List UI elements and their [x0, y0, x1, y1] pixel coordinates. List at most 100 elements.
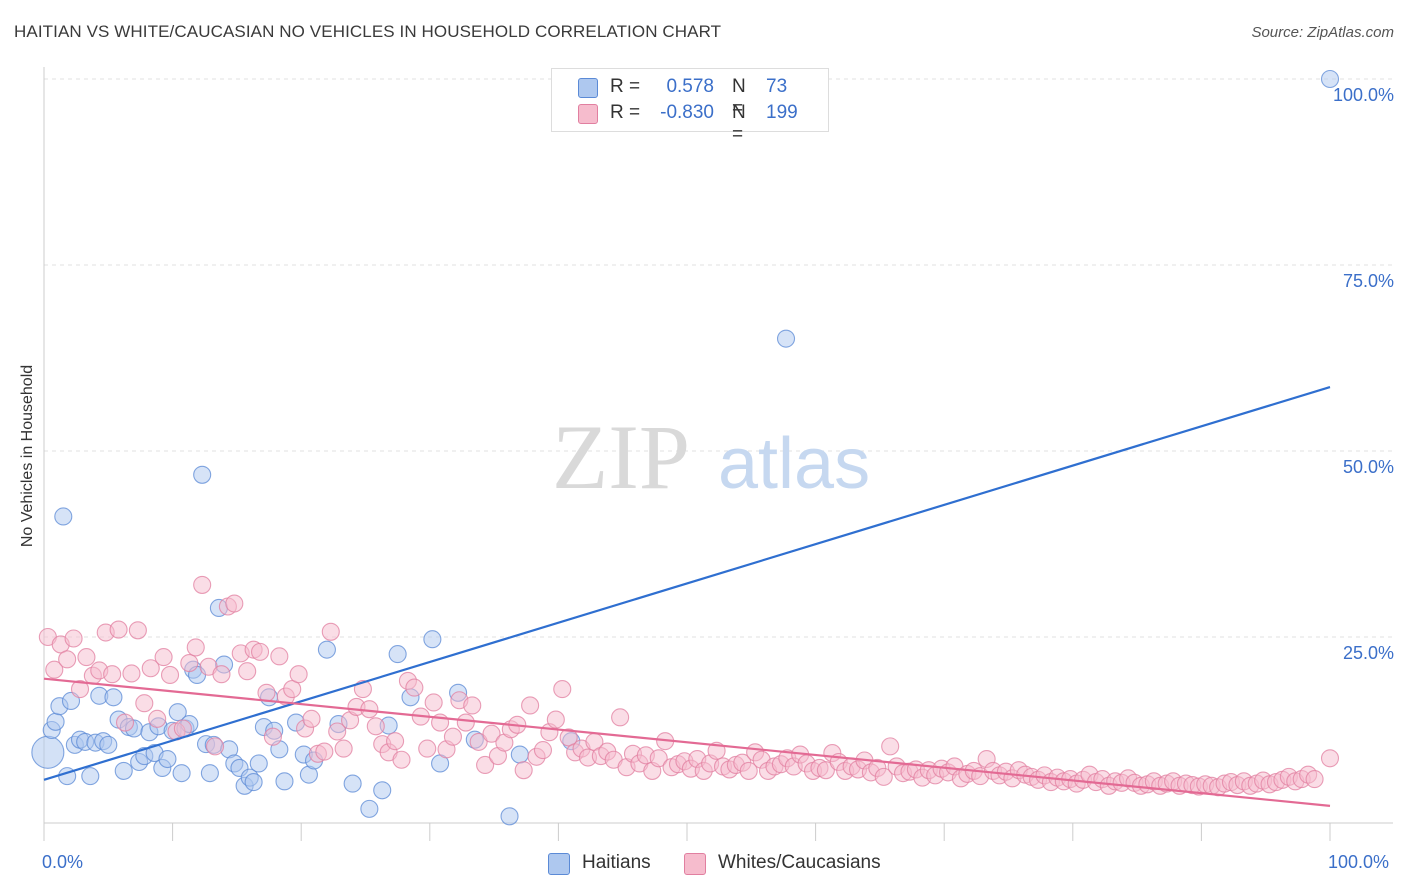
data-point: [521, 696, 540, 715]
data-point: [388, 645, 407, 664]
data-point: [225, 594, 244, 613]
data-point: [58, 650, 77, 669]
data-point: [328, 722, 347, 741]
data-point: [238, 662, 257, 681]
data-point: [649, 749, 668, 768]
data-point: [54, 507, 73, 526]
data-point: [148, 709, 167, 728]
data-point: [99, 735, 118, 754]
data-point: [205, 737, 225, 756]
data-point: [1320, 69, 1340, 89]
data-point: [270, 647, 289, 666]
data-point: [168, 703, 187, 722]
data-point: [881, 737, 900, 756]
data-point: [122, 664, 141, 683]
y-tick-label: 75.0%: [1342, 271, 1394, 291]
data-point: [317, 640, 336, 659]
data-point: [739, 761, 758, 780]
data-point: [476, 755, 495, 775]
data-point: [103, 665, 122, 684]
data-point: [158, 749, 177, 769]
data-point: [180, 653, 199, 673]
data-point: [418, 739, 437, 758]
data-point: [114, 761, 133, 780]
data-point: [154, 648, 173, 667]
data-point: [283, 680, 302, 699]
y-tick-label: 100.0%: [1332, 85, 1394, 105]
data-point: [424, 693, 443, 712]
data-point: [200, 764, 219, 783]
series-legend: Haitians Whites/Caucasians: [548, 852, 908, 876]
data-point: [193, 575, 212, 594]
data-point: [533, 741, 553, 760]
data-point: [141, 659, 160, 678]
y-tick-label: 25.0%: [1342, 643, 1394, 663]
data-point: [392, 750, 411, 769]
data-point: [302, 709, 321, 728]
data-point: [64, 629, 83, 648]
data-point: [104, 688, 123, 707]
watermark-zip: ZIP: [552, 406, 690, 508]
data-point: [172, 764, 191, 783]
data-point: [360, 799, 379, 818]
data-point: [321, 622, 340, 641]
data-point: [212, 665, 231, 684]
legend-swatch-haitians: [548, 853, 570, 875]
source-label: Source: ZipAtlas.com: [1251, 24, 1394, 41]
trend-line: [43, 385, 1331, 781]
y-tick-label: 50.0%: [1342, 457, 1394, 477]
data-point: [275, 772, 294, 791]
x-tick-label: 100.0%: [1328, 852, 1390, 872]
data-point: [249, 754, 268, 773]
data-point: [776, 329, 796, 348]
data-point: [546, 710, 565, 729]
data-point: [193, 465, 212, 484]
legend-r-value: 0.578: [666, 76, 714, 97]
data-point: [343, 774, 362, 793]
data-point: [443, 727, 462, 746]
data-point: [244, 773, 263, 792]
gridlines: [44, 78, 1393, 638]
data-point: [553, 680, 572, 699]
data-point: [611, 708, 630, 727]
legend-swatch-whites: [684, 853, 706, 875]
data-point: [482, 724, 501, 743]
data-point: [423, 630, 442, 649]
data-point: [816, 761, 835, 780]
data-point: [115, 713, 135, 732]
data-point: [315, 742, 334, 761]
data-point: [135, 694, 154, 713]
legend-label-haitians: Haitians: [582, 852, 651, 873]
correlation-legend: R = 0.578 N = 73 R = -0.830 N = 199: [551, 68, 829, 145]
watermark-atlas: atlas: [718, 424, 870, 504]
legend-swatch-haitians: [578, 78, 598, 98]
data-point: [31, 735, 65, 769]
data-point: [250, 642, 270, 661]
data-point: [405, 678, 424, 697]
legend-n-label: N =: [732, 102, 746, 145]
data-point: [128, 621, 147, 640]
axes: [43, 67, 1393, 841]
data-point: [500, 807, 519, 826]
data-point: [109, 620, 128, 639]
trend-line: [43, 677, 1331, 807]
legend-label-whites: Whites/Caucasians: [718, 852, 881, 873]
data-point: [81, 767, 100, 786]
data-point: [289, 665, 308, 684]
data-point: [186, 638, 205, 657]
data-point: [469, 732, 488, 751]
data-point: [263, 727, 282, 746]
data-point: [366, 717, 385, 736]
data-point: [510, 745, 529, 764]
trend-lines: [43, 385, 1331, 807]
legend-n-value: 199: [766, 102, 798, 123]
data-point: [559, 728, 578, 747]
legend-swatch-whites: [578, 104, 598, 124]
legend-n-label: N =: [732, 76, 746, 119]
data-point: [514, 761, 533, 780]
series-whites: [38, 575, 1340, 797]
data-point: [46, 712, 65, 731]
chart-title: HAITIAN VS WHITE/CAUCASIAN NO VEHICLES I…: [14, 22, 722, 41]
legend-n-value: 73: [766, 76, 788, 97]
